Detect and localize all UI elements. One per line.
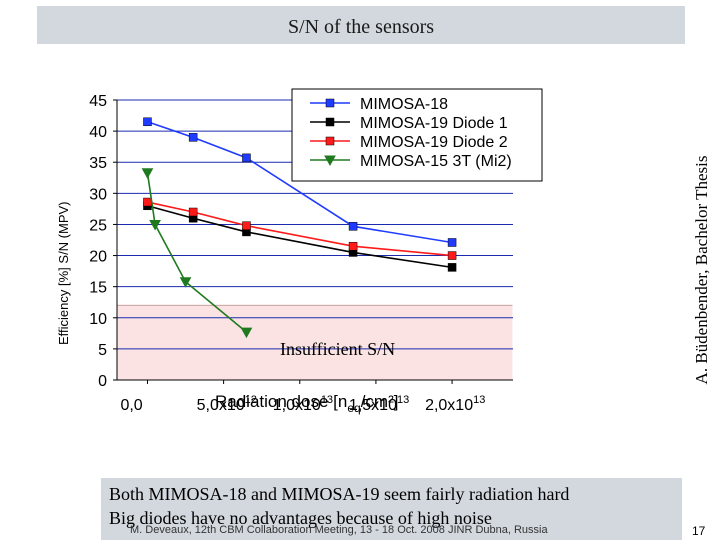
data-point xyxy=(242,153,251,163)
y-axis-title: Efficiency [%] S/N (MPV) xyxy=(56,201,71,345)
x-axis: 0,0 5,0x1012 1,0x1013 1,5x1013 2,0x1013 xyxy=(117,379,513,414)
data-point xyxy=(188,133,198,142)
series-group xyxy=(141,117,457,339)
bottom-line-2: Big diodes have no advantages because of… xyxy=(109,508,492,528)
bottom-box: Both MIMOSA-18 and MIMOSA-19 seem fairly… xyxy=(101,478,682,540)
legend-marker xyxy=(325,136,335,146)
slide-title: S/N of the sensors xyxy=(287,16,435,38)
legend-label: MIMOSA-19 Diode 2 xyxy=(360,134,508,151)
data-point xyxy=(141,168,154,179)
y-tick-label: 5 xyxy=(98,342,107,359)
x-tick-label: 1,0x1013 xyxy=(273,394,333,414)
legend-label: MIMOSA-18 xyxy=(360,96,448,113)
y-tick-label: 20 xyxy=(89,249,107,266)
data-point xyxy=(242,221,251,230)
y-tick-label: 30 xyxy=(89,186,107,203)
x-tick-label: 2,0x1013 xyxy=(425,394,485,414)
y-tick-label: 0 xyxy=(98,373,107,390)
data-point xyxy=(143,117,152,127)
x-axis-title: Radiation dose [neq/cm²] xyxy=(215,392,398,415)
y-tick-label: 25 xyxy=(89,217,107,234)
x-axis-title-sub: eq xyxy=(347,401,360,415)
y-tick-label: 45 xyxy=(89,93,107,110)
series-line-3 xyxy=(146,172,247,333)
title-bar: S/N of the sensors xyxy=(37,6,685,44)
legend: MIMOSA-18 MIMOSA-19 Diode 1 MIMOSA-19 Diod… xyxy=(291,88,543,182)
x-axis-title-tail: /cm²] xyxy=(361,392,399,411)
x-axis-title-main: Radiation dose [n xyxy=(215,392,347,411)
page-number: 17 xyxy=(692,524,706,538)
y-tick-label: 15 xyxy=(89,280,107,297)
y-tick-label: 10 xyxy=(89,311,107,328)
x-tick-label: 5,0x1012 xyxy=(197,394,257,414)
data-point xyxy=(188,207,198,217)
y-axis: 0 5 10 15 20 25 30 35 40 45 xyxy=(89,93,118,390)
data-point xyxy=(179,277,192,288)
insufficient-label: Insufficient S/N xyxy=(280,339,395,359)
x-tick-label: 1,5x1013 xyxy=(349,394,409,414)
bottom-line-1: Both MIMOSA-18 and MIMOSA-19 seem fairly… xyxy=(109,484,570,504)
legend-marker xyxy=(324,155,336,167)
data-point xyxy=(149,219,161,231)
data-point xyxy=(143,197,152,207)
legend-marker xyxy=(325,98,335,108)
data-point xyxy=(240,327,253,339)
data-point xyxy=(447,238,457,247)
data-point xyxy=(447,263,457,272)
data-point xyxy=(447,251,457,260)
y-tick-label: 35 xyxy=(89,155,107,172)
legend-label: MIMOSA-19 Diode 1 xyxy=(360,115,508,132)
legend-label: MIMOSA-15 3T (Mi2) xyxy=(360,153,512,170)
y-tick-label: 40 xyxy=(89,124,107,141)
footer-text: M. Deveaux, 12th CBM Collaboration Meeti… xyxy=(130,524,548,536)
legend-marker xyxy=(325,117,335,127)
side-label: A. Büdenbender, Bachelor Thesis xyxy=(692,155,711,385)
x-tick-label: 0,0 xyxy=(120,397,142,414)
data-point xyxy=(348,222,358,231)
data-point xyxy=(348,241,358,251)
